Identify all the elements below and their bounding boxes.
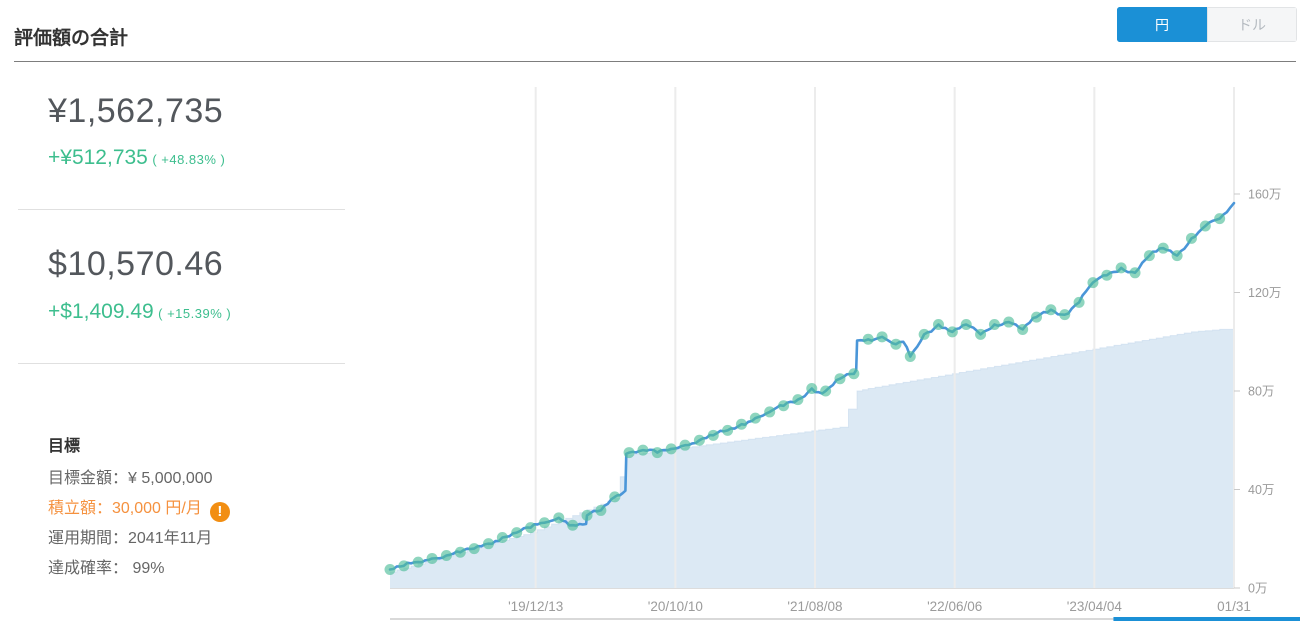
page-title: 評価額の合計: [14, 27, 129, 49]
goal-heading: 目標: [48, 438, 81, 455]
currency-toggle-dollar-button[interactable]: ドル: [1207, 7, 1297, 42]
x-gridlines: [390, 87, 1235, 589]
svg-text:'20/10/10: '20/10/10: [648, 599, 703, 614]
y-axis-labels: 0万 40万 80万 120万 160万: [1234, 188, 1281, 596]
svg-text:160万: 160万: [1248, 188, 1281, 202]
svg-text:'22/06/06: '22/06/06: [927, 599, 982, 614]
deposit-area: [390, 328, 1234, 588]
usd-total-value: $10,570.46: [48, 245, 224, 283]
svg-text:40万: 40万: [1248, 483, 1274, 497]
goal-section: 目標 目標金額：¥ 5,000,000 積立額：30,000 円/月! 運用期間…: [48, 434, 230, 584]
goal-monthly-deposit-row: 積立額：30,000 円/月!: [48, 494, 230, 524]
usd-gain-amount: +$1,409.49: [48, 300, 154, 323]
currency-toggle: 円 ドル: [1117, 7, 1297, 42]
x-axis-labels: '19/12/13 '20/10/10 '21/08/08 '22/06/06 '23/…: [508, 599, 1251, 614]
svg-text:0万: 0万: [1248, 582, 1267, 596]
svg-text:01/31: 01/31: [1217, 599, 1251, 614]
yen-gain-amount: +¥512,735: [48, 146, 148, 169]
usd-gain-percent: ( +15.39% ): [158, 306, 232, 321]
yen-total-value: ¥1,562,735: [48, 92, 224, 130]
yen-gain-percent: ( +48.83% ): [152, 152, 226, 167]
goal-probability: 達成確率： 99%: [48, 560, 165, 577]
currency-toggle-yen-button[interactable]: 円: [1117, 7, 1207, 42]
summary-divider-2: [18, 363, 345, 364]
svg-text:'21/08/08: '21/08/08: [787, 599, 842, 614]
monthly-valuation-dots: [384, 213, 1226, 576]
svg-text:80万: 80万: [1248, 385, 1274, 399]
header-divider: [14, 61, 1296, 62]
summary-divider-1: [18, 209, 345, 210]
warning-icon[interactable]: !: [209, 502, 230, 522]
valuation-chart: 0万 40万 80万 120万 160万 '19/12/13 '20/10/10 '21/08…: [384, 87, 1300, 621]
svg-text:120万: 120万: [1248, 286, 1281, 300]
goal-period: 運用期間：2041年11月: [48, 530, 213, 547]
usd-gain-line: +$1,409.49 ( +15.39% ): [48, 300, 231, 324]
goal-monthly-deposit: 積立額：30,000 円/月: [48, 500, 202, 517]
goal-target-amount: 目標金額：¥ 5,000,000: [48, 470, 213, 487]
svg-text:'19/12/13: '19/12/13: [508, 599, 563, 614]
yen-gain-line: +¥512,735 ( +48.83% ): [48, 146, 225, 170]
svg-text:'23/04/04: '23/04/04: [1067, 599, 1123, 614]
